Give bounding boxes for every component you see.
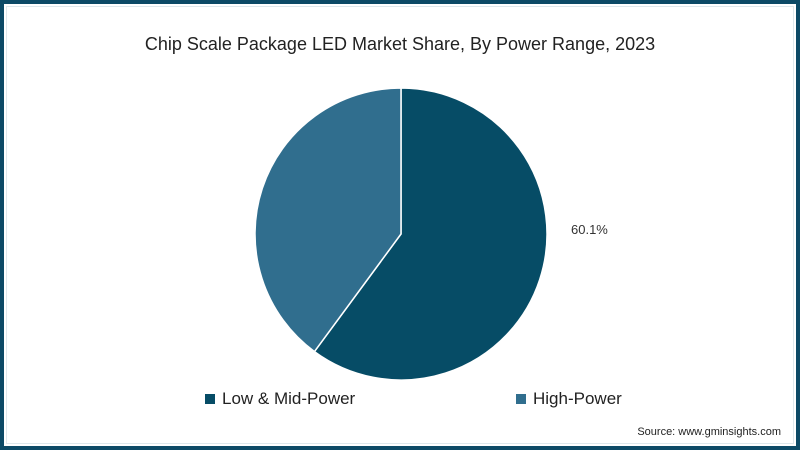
legend-item-high-power[interactable]: High-Power [516,389,622,409]
legend-label: Low & Mid-Power [222,389,356,408]
pie-slice-high-power[interactable] [254,87,402,353]
pie-slice-low-mid-power[interactable] [313,87,548,381]
legend-item-low-mid-power[interactable]: Low & Mid-Power [205,389,355,409]
chart-title: Chip Scale Package LED Market Share, By … [144,34,656,54]
legend-label: High-Power [533,389,622,408]
data-label-low-mid-power: 60.1% [571,222,608,237]
legend-swatch-icon [205,394,215,404]
chart-inner-border [6,6,794,444]
legend-swatch-icon [516,394,526,404]
source-note: Source: www.gminsights.com [637,426,781,438]
